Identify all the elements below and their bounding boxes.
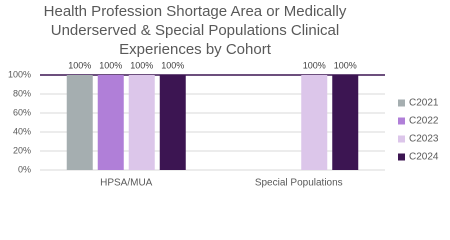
value-label: 100% (303, 60, 326, 70)
legend-label: C2023 (409, 134, 439, 145)
y-tick-label: 40% (13, 126, 31, 136)
y-tick-label: 0% (18, 164, 31, 174)
value-label: 100% (68, 60, 91, 70)
bar (332, 75, 359, 170)
chart-title: Experiences by Cohort (119, 41, 272, 58)
chart-title: Health Profession Shortage Area or Medic… (44, 3, 347, 20)
legend-label: C2022 (409, 116, 439, 127)
legend-swatch (398, 135, 405, 143)
y-tick-label: 60% (13, 107, 31, 117)
chart-title: Underserved & Special Populations Clinic… (51, 22, 340, 39)
x-tick-label: HPSA/MUA (100, 178, 153, 189)
bar (97, 75, 124, 170)
y-tick-label: 100% (8, 69, 31, 79)
value-label: 100% (130, 60, 153, 70)
legend-swatch (398, 117, 405, 125)
legend-label: C2024 (409, 152, 439, 163)
legend-swatch (398, 153, 405, 161)
legend-swatch (398, 99, 405, 107)
value-label: 100% (161, 60, 184, 70)
value-label: 100% (99, 60, 122, 70)
chart: Health Profession Shortage Area or Medic… (8, 3, 439, 189)
legend-label: C2021 (409, 98, 439, 109)
bar (159, 75, 186, 170)
value-label: 100% (334, 60, 357, 70)
bar (66, 75, 93, 170)
x-tick-label: Special Populations (255, 178, 343, 189)
y-tick-label: 20% (13, 145, 31, 155)
bar (301, 75, 328, 170)
y-tick-label: 80% (13, 88, 31, 98)
bar (128, 75, 155, 170)
